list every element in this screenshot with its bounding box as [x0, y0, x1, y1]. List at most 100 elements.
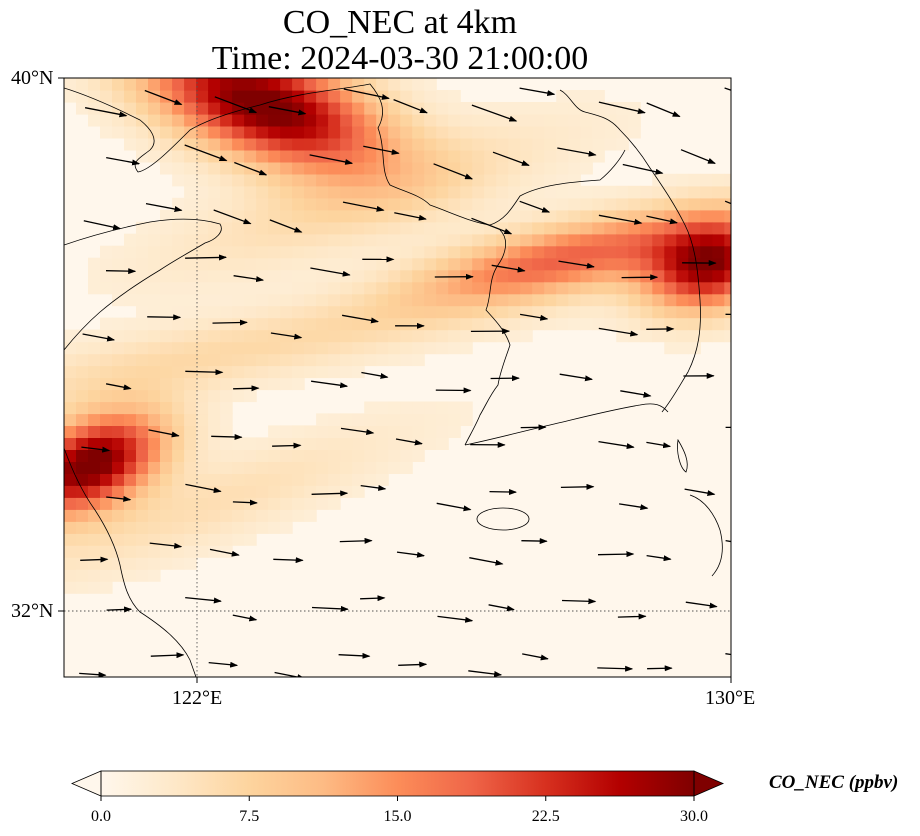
heat-cell	[208, 221, 221, 235]
heat-cell	[220, 413, 233, 426]
heat-cell	[88, 521, 101, 534]
heat-cell	[304, 509, 317, 522]
heat-cell	[460, 233, 473, 247]
wind-arrow	[363, 145, 400, 155]
heat-cell	[232, 449, 245, 462]
heat-cell	[340, 329, 353, 343]
heat-cell	[64, 413, 77, 426]
wind-arrow	[232, 614, 258, 622]
heat-cell	[460, 221, 473, 235]
heat-cell	[220, 509, 233, 522]
wind-arrow	[84, 107, 128, 118]
heat-cell	[136, 401, 149, 415]
heat-cell	[172, 305, 185, 319]
heat-cell	[424, 329, 437, 343]
heat-cell	[76, 509, 89, 522]
heat-cell	[304, 257, 317, 271]
wind-arrow	[272, 442, 302, 449]
heat-cell	[268, 293, 281, 307]
heat-cell	[388, 293, 401, 307]
heat-cell	[268, 233, 281, 247]
colorbar-gradient	[101, 771, 694, 796]
heat-cell	[412, 281, 425, 295]
heat-cell	[304, 233, 317, 247]
heat-cell	[184, 437, 197, 450]
gridlines	[64, 78, 731, 677]
heat-cell	[376, 245, 389, 259]
heat-cell	[388, 221, 401, 235]
heat-cell	[436, 125, 449, 139]
colorbar-tick-label: 7.5	[239, 808, 259, 825]
heat-cell	[532, 113, 545, 127]
heat-cell	[280, 437, 293, 450]
heat-cell	[532, 269, 545, 283]
heat-cell	[340, 125, 353, 139]
heat-cell	[124, 425, 137, 438]
heat-cell	[268, 161, 281, 175]
heat-cell	[280, 78, 293, 91]
heat-cell	[160, 78, 173, 91]
heat-cell	[148, 257, 161, 271]
coastline-shandong	[64, 218, 222, 351]
heat-cell	[328, 461, 341, 474]
heat-cell	[376, 329, 389, 343]
heat-cell	[196, 437, 209, 450]
heat-cell	[148, 78, 161, 91]
wind-arrow	[214, 96, 258, 114]
heat-cell	[76, 461, 89, 474]
heat-cell	[352, 209, 365, 223]
heat-cell	[400, 269, 413, 283]
heat-cell	[100, 545, 113, 558]
wind-arrow	[211, 433, 243, 440]
heat-cell	[160, 125, 173, 139]
heat-cell	[64, 545, 77, 558]
heat-cell	[364, 209, 377, 223]
heat-cell	[628, 293, 641, 307]
heat-cell	[676, 281, 689, 295]
heat-cell	[256, 341, 269, 355]
heat-cell	[184, 293, 197, 307]
heat-cell	[484, 197, 497, 211]
heat-cell	[568, 125, 581, 139]
heat-cell	[424, 209, 437, 223]
heat-cell	[220, 353, 233, 367]
heat-cell	[520, 317, 533, 331]
heat-cell	[172, 233, 185, 247]
heat-cell	[268, 221, 281, 235]
heat-cell	[220, 78, 233, 79]
heat-cell	[664, 257, 677, 271]
heat-cell	[544, 269, 557, 283]
heat-cell	[424, 281, 437, 295]
heat-cell	[568, 137, 581, 151]
heat-cell	[292, 221, 305, 235]
heat-cell	[196, 521, 209, 534]
heat-cell	[64, 78, 77, 91]
heat-cell	[388, 461, 401, 474]
heat-cell	[280, 305, 293, 319]
heat-cell	[64, 557, 77, 570]
heat-cell	[700, 317, 713, 331]
wind-arrow	[561, 598, 597, 605]
heat-cell	[232, 497, 245, 510]
heat-cell	[196, 281, 209, 295]
heat-cell	[148, 473, 161, 486]
heat-cell	[676, 341, 689, 355]
heat-cell	[532, 149, 545, 163]
heat-cell	[256, 185, 269, 199]
heat-cell	[136, 102, 149, 115]
heat-cell	[460, 173, 473, 187]
heat-cell	[328, 185, 341, 199]
heat-cell	[196, 329, 209, 343]
heat-cell	[232, 137, 245, 151]
heat-cell	[556, 113, 569, 127]
heat-cell	[100, 581, 113, 594]
heat-cell	[376, 473, 389, 486]
heat-cell	[124, 341, 137, 355]
heat-cell	[700, 281, 713, 295]
heat-cell	[316, 161, 329, 175]
heat-cell	[436, 185, 449, 199]
heat-cell	[232, 197, 245, 211]
heat-cell	[724, 197, 731, 211]
heat-cell	[316, 281, 329, 295]
heat-cell	[604, 281, 617, 295]
